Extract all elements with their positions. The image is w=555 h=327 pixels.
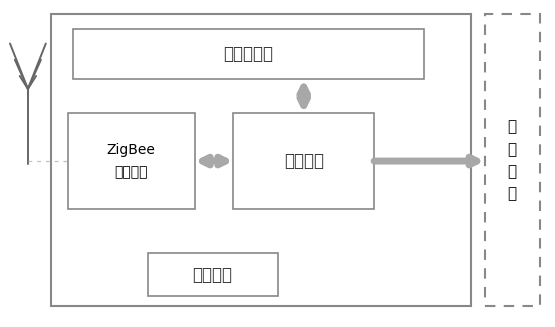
Bar	[148, 253, 278, 297]
Text: 控
制
模
块: 控 制 模 块	[508, 119, 517, 201]
Text: 供电模块: 供电模块	[193, 266, 233, 284]
Bar	[68, 113, 195, 209]
Bar	[233, 113, 374, 209]
Bar	[73, 29, 424, 79]
Text: 传感器模块: 传感器模块	[224, 45, 274, 63]
Bar	[485, 14, 540, 306]
Text: 微控制器: 微控制器	[284, 152, 324, 170]
Bar	[51, 14, 471, 306]
Text: ZigBee
收发模块: ZigBee 收发模块	[107, 143, 155, 180]
